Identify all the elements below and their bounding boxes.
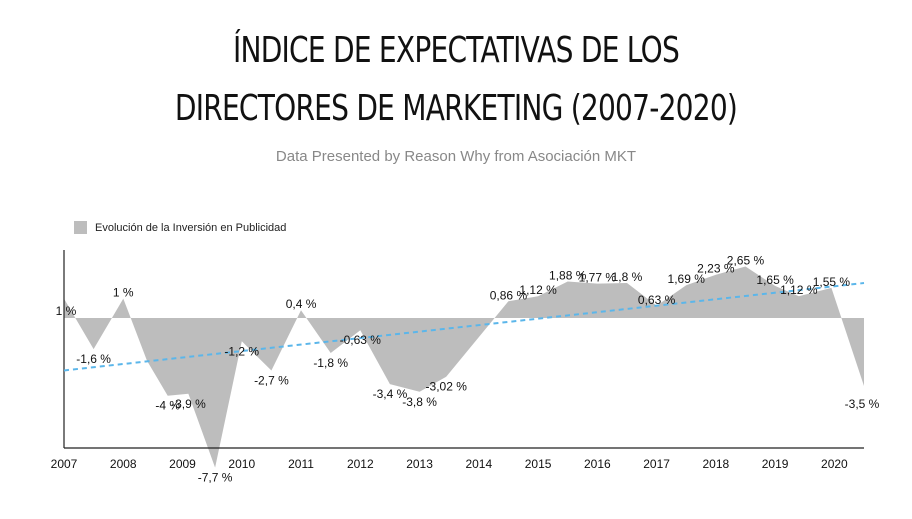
data-label: 1,69 %	[668, 272, 706, 286]
x-tick-label: 2016	[584, 457, 611, 471]
data-label: -2,7 %	[254, 373, 289, 387]
data-label: 1,55 %	[813, 275, 851, 289]
data-label: -4 %	[155, 399, 180, 413]
x-tick-label: 2020	[821, 457, 848, 471]
data-label: 1 %	[113, 286, 134, 300]
x-tick-label: 2008	[110, 457, 137, 471]
x-tick-label: 2015	[525, 457, 552, 471]
x-tick-label: 2012	[347, 457, 374, 471]
x-tick-label: 2013	[406, 457, 433, 471]
chart-title-line-1: ÍNDICE DE EXPECTATIVAS DE LOS	[232, 30, 680, 71]
data-label: 1,12 %	[519, 283, 557, 297]
data-label: -3,4 %	[373, 387, 408, 401]
data-label: -0,63 %	[340, 333, 382, 347]
data-label: 0,4 %	[286, 297, 317, 311]
data-label: 2,23 %	[697, 262, 735, 276]
data-label: 1 %	[56, 304, 77, 318]
data-label: 0,86 %	[490, 288, 528, 302]
x-tick-label: 2019	[762, 457, 789, 471]
x-tick-label: 2010	[228, 457, 255, 471]
data-label: -3,02 %	[426, 380, 468, 394]
chart-subtitle: Data Presented by Reason Why from Asocia…	[275, 148, 637, 165]
data-label: -1,2 %	[224, 344, 259, 358]
data-label: -3,8 %	[402, 395, 437, 409]
x-tick-label: 2007	[51, 457, 78, 471]
data-label: -3,9 %	[171, 397, 206, 411]
data-label: -1,6 %	[76, 352, 111, 366]
legend-label: Evolución de la Inversión en Publicidad	[95, 221, 287, 234]
chart-title-line-2: DIRECTORES DE MARKETING (2007-2020)	[174, 88, 738, 129]
x-tick-label: 2009	[169, 457, 196, 471]
data-label: 0,63 %	[638, 293, 676, 307]
x-tick-label: 2014	[465, 457, 492, 471]
legend: Evolución de la Inversión en Publicidad	[74, 221, 286, 234]
data-label: -3,5 %	[845, 397, 880, 411]
legend-swatch	[74, 221, 87, 234]
series-area	[64, 266, 864, 468]
data-label: 1,8 %	[612, 270, 643, 284]
data-label: 1,12 %	[780, 283, 818, 297]
data-label: 1,65 %	[756, 273, 794, 287]
data-label: -1,8 %	[313, 356, 348, 370]
x-tick-label: 2018	[703, 457, 730, 471]
data-label: 2,65 %	[727, 254, 765, 268]
trend-line	[63, 282, 865, 372]
data-label: -7,7 %	[198, 471, 233, 485]
data-label: 1,88 %	[549, 268, 587, 282]
data-label: 1,77 %	[579, 271, 617, 285]
x-tick-label: 2017	[643, 457, 670, 471]
x-tick-label: 2011	[288, 457, 314, 471]
